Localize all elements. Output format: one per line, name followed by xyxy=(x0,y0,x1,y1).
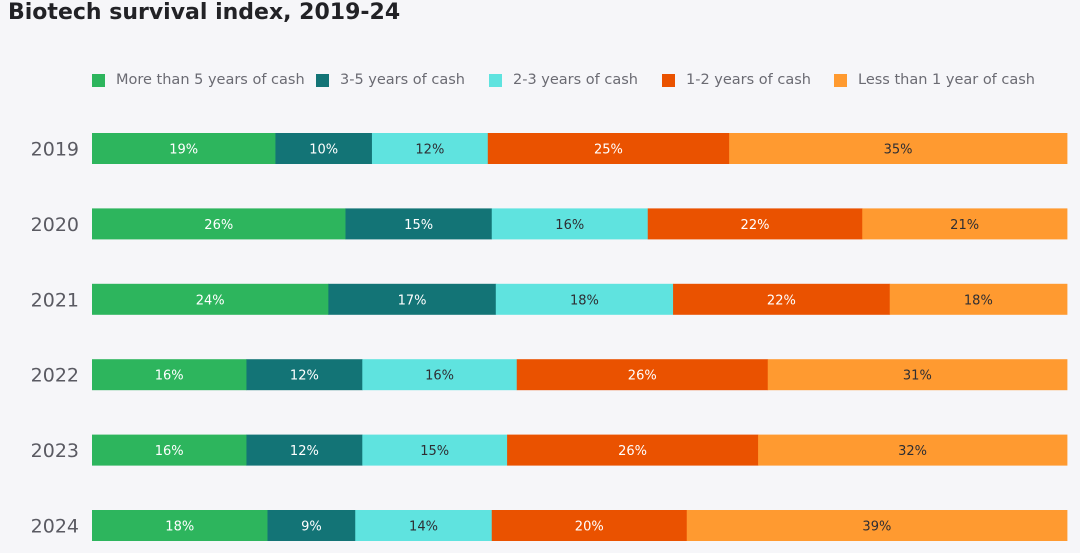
data-label-less-than-1-year-of-cash-2023: 32% xyxy=(898,444,927,459)
bar-3-5-years-of-cash-2020 xyxy=(345,208,493,240)
bar-1-2-years-of-cash-2019 xyxy=(487,133,730,164)
legend-label-less-than-1-year: Less than 1 year of cash xyxy=(858,72,1036,88)
data-label-less-than-1-year-of-cash-2019: 35% xyxy=(884,143,913,158)
bar-2-3-years-of-cash-2024 xyxy=(355,510,493,541)
bar-3-5-years-of-cash-2021 xyxy=(328,283,497,315)
legend-item-3-5-years: 3-5 years of cash xyxy=(316,70,465,90)
data-label-2-3-years-of-cash-2024: 14% xyxy=(409,520,438,535)
bar-1-2-years-of-cash-2020 xyxy=(647,208,863,240)
data-label-1-2-years-of-cash-2024: 20% xyxy=(575,520,604,535)
data-label-2-3-years-of-cash-2019: 12% xyxy=(415,143,444,158)
data-label-2-3-years-of-cash-2022: 16% xyxy=(425,369,454,384)
bar-more-than-5-years-of-cash-2019 xyxy=(92,133,276,164)
data-label-3-5-years-of-cash-2019: 10% xyxy=(309,143,338,158)
bar-less-than-1-year-of-cash-2022 xyxy=(767,359,1068,391)
data-label-less-than-1-year-of-cash-2022: 31% xyxy=(903,369,932,384)
data-label-3-5-years-of-cash-2020: 15% xyxy=(404,218,433,233)
legend-item-more-than-5-years: More than 5 years of cash xyxy=(92,70,305,90)
legend-swatch-2-3-years xyxy=(489,73,502,87)
data-label-more-than-5-years-of-cash-2023: 16% xyxy=(155,444,184,459)
bar-more-than-5-years-of-cash-2020 xyxy=(92,208,346,240)
bar-3-5-years-of-cash-2022 xyxy=(246,359,363,391)
data-label-less-than-1-year-of-cash-2020: 21% xyxy=(950,218,979,233)
data-label-1-2-years-of-cash-2020: 22% xyxy=(741,218,770,233)
bar-2-3-years-of-cash-2019 xyxy=(371,133,489,164)
data-label-1-2-years-of-cash-2019: 25% xyxy=(594,143,623,158)
legend-label-3-5-years: 3-5 years of cash xyxy=(340,72,465,88)
data-label-2-3-years-of-cash-2023: 15% xyxy=(420,444,449,459)
legend-swatch-more-than-5-years xyxy=(92,73,105,87)
bar-more-than-5-years-of-cash-2021 xyxy=(92,283,329,315)
legend-label-2-3-years: 2-3 years of cash xyxy=(513,72,638,88)
bar-3-5-years-of-cash-2023 xyxy=(246,434,363,466)
bar-2-3-years-of-cash-2022 xyxy=(362,359,518,391)
legend-swatch-1-2-years xyxy=(662,73,675,87)
y-tick-label-2023: 2023 xyxy=(31,440,79,462)
data-label-less-than-1-year-of-cash-2024: 39% xyxy=(862,520,891,535)
data-label-less-than-1-year-of-cash-2021: 18% xyxy=(964,293,993,308)
legend-item-less-than-1-year: Less than 1 year of cash xyxy=(834,70,1035,90)
bar-more-than-5-years-of-cash-2023 xyxy=(92,434,247,466)
legend-item-2-3-years: 2-3 years of cash xyxy=(489,70,638,90)
legend: More than 5 years of cash 3-5 years of c… xyxy=(92,70,1072,90)
y-tick-label-2019: 2019 xyxy=(31,139,79,161)
bar-less-than-1-year-of-cash-2024 xyxy=(686,510,1068,541)
bar-less-than-1-year-of-cash-2021 xyxy=(889,283,1068,315)
data-label-3-5-years-of-cash-2024: 9% xyxy=(301,520,322,535)
bar-1-2-years-of-cash-2022 xyxy=(516,359,769,391)
data-label-more-than-5-years-of-cash-2019: 19% xyxy=(169,143,198,158)
bar-1-2-years-of-cash-2023 xyxy=(507,434,759,466)
data-label-3-5-years-of-cash-2023: 12% xyxy=(290,444,319,459)
y-tick-label-2024: 2024 xyxy=(31,516,79,538)
bar-1-2-years-of-cash-2021 xyxy=(673,283,891,315)
data-label-more-than-5-years-of-cash-2024: 18% xyxy=(165,520,194,535)
y-tick-label-2021: 2021 xyxy=(31,289,79,311)
data-label-2-3-years-of-cash-2021: 18% xyxy=(570,293,599,308)
data-label-more-than-5-years-of-cash-2020: 26% xyxy=(204,218,233,233)
legend-item-1-2-years: 1-2 years of cash xyxy=(662,70,811,90)
y-tick-label-2020: 2020 xyxy=(31,214,79,236)
bar-2-3-years-of-cash-2021 xyxy=(495,283,674,315)
bar-3-5-years-of-cash-2024 xyxy=(267,510,356,541)
legend-swatch-less-than-1-year xyxy=(834,73,847,87)
data-label-1-2-years-of-cash-2023: 26% xyxy=(618,444,647,459)
bar-2-3-years-of-cash-2020 xyxy=(491,208,649,240)
bar-2-3-years-of-cash-2023 xyxy=(362,434,508,466)
data-label-1-2-years-of-cash-2022: 26% xyxy=(628,369,657,384)
data-label-more-than-5-years-of-cash-2022: 16% xyxy=(155,369,184,384)
y-tick-label-2022: 2022 xyxy=(31,365,79,387)
bar-less-than-1-year-of-cash-2020 xyxy=(862,208,1068,240)
legend-label-more-than-5-years: More than 5 years of cash xyxy=(116,72,305,88)
bar-3-5-years-of-cash-2019 xyxy=(275,133,373,164)
data-label-3-5-years-of-cash-2021: 17% xyxy=(398,293,427,308)
legend-swatch-3-5-years xyxy=(316,73,329,87)
data-label-1-2-years-of-cash-2021: 22% xyxy=(767,293,796,308)
bar-more-than-5-years-of-cash-2024 xyxy=(92,510,268,541)
data-label-more-than-5-years-of-cash-2021: 24% xyxy=(196,293,225,308)
legend-label-1-2-years: 1-2 years of cash xyxy=(686,72,811,88)
bar-less-than-1-year-of-cash-2023 xyxy=(758,434,1068,466)
bar-1-2-years-of-cash-2024 xyxy=(491,510,688,541)
data-label-2-3-years-of-cash-2020: 16% xyxy=(555,218,584,233)
data-label-3-5-years-of-cash-2022: 12% xyxy=(290,369,319,384)
bar-more-than-5-years-of-cash-2022 xyxy=(92,359,247,391)
chart-title: Biotech survival index, 2019-24 xyxy=(8,0,401,25)
bar-less-than-1-year-of-cash-2019 xyxy=(729,133,1068,164)
